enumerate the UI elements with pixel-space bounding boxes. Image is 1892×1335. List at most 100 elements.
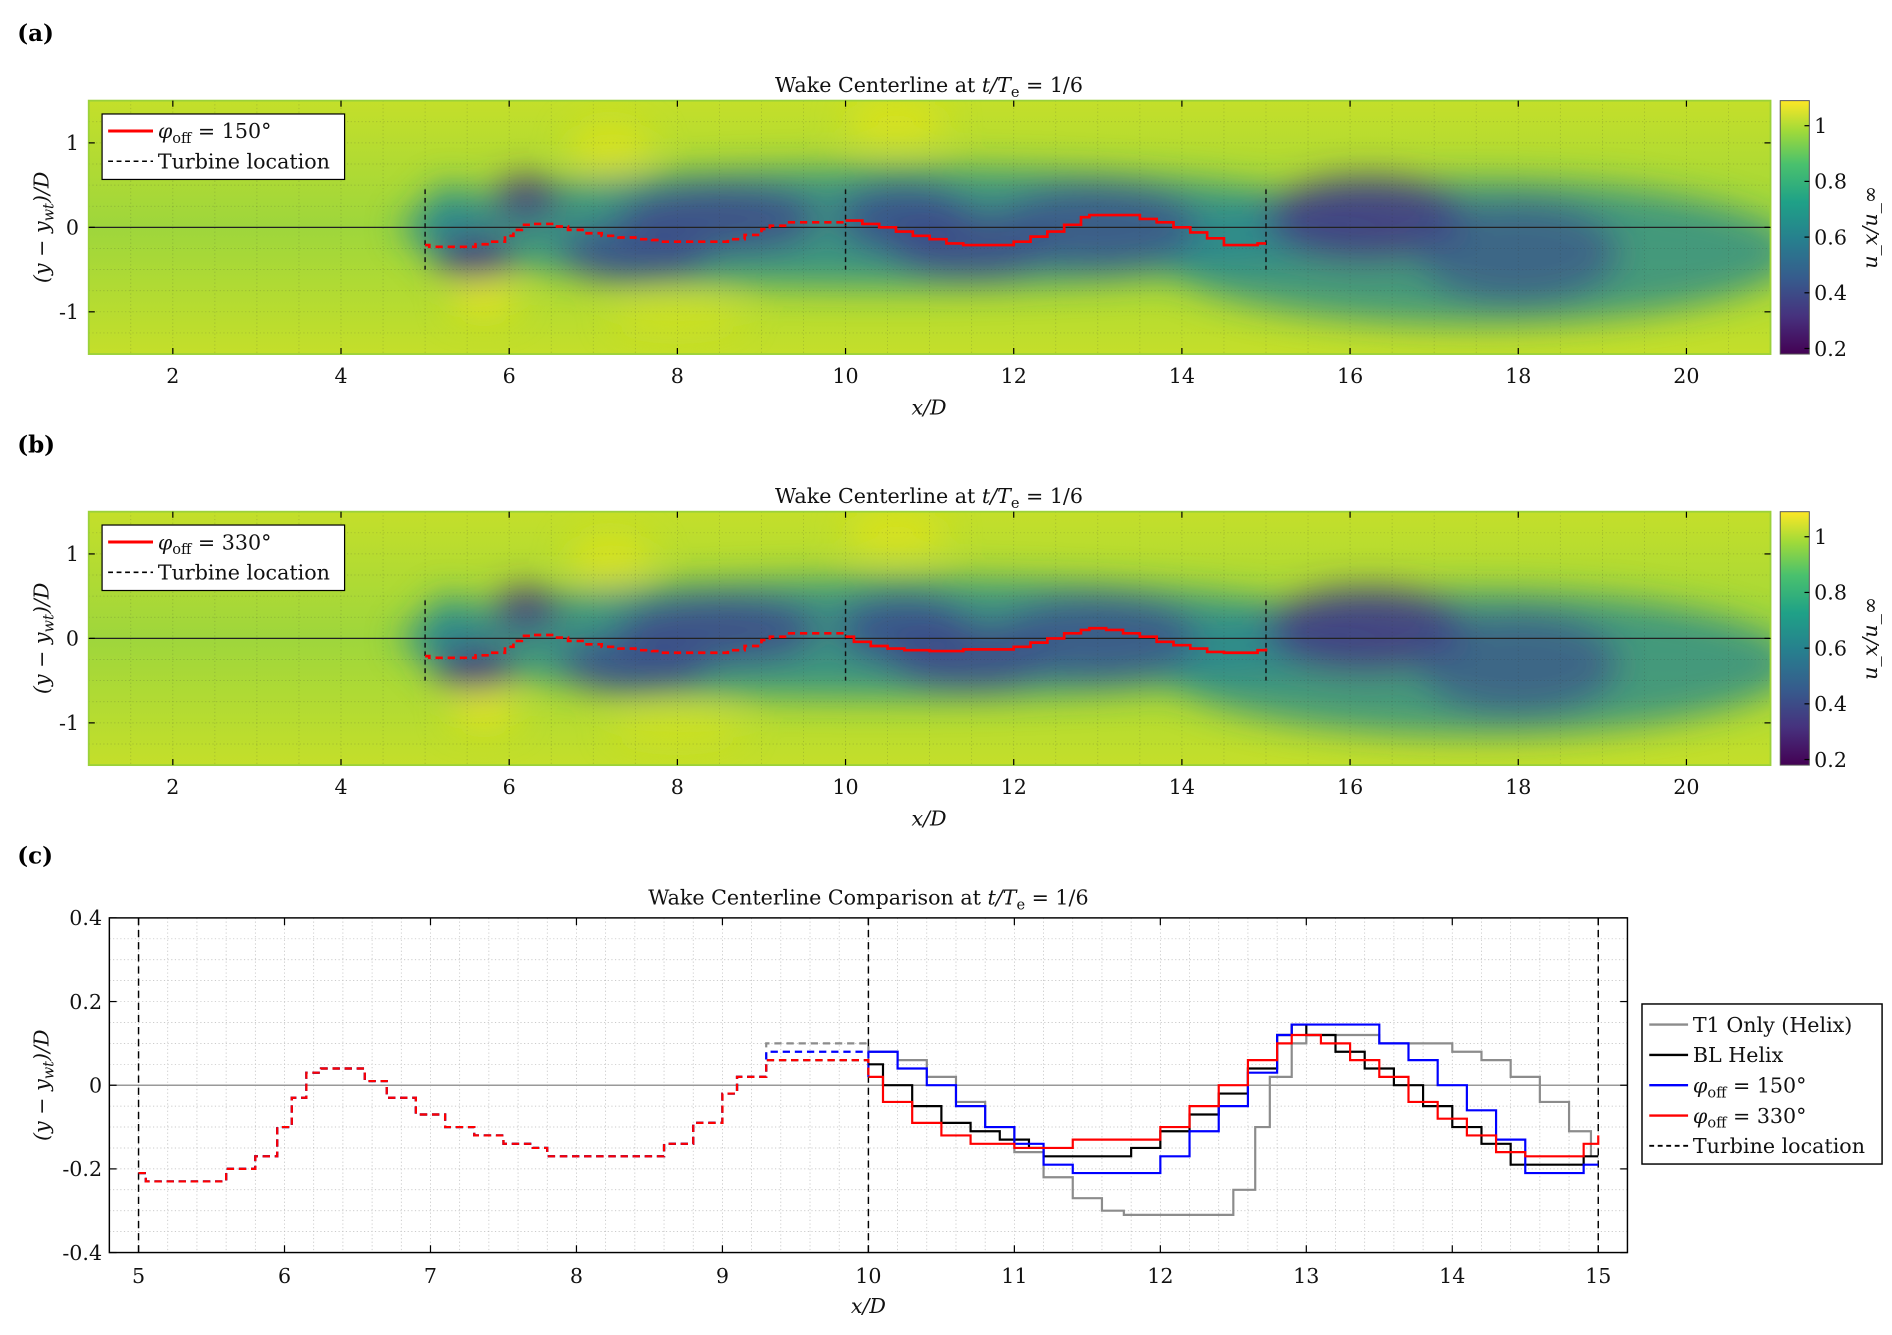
line-chart-c: 5 6 7 8 9 10 11 12 13 14 15 0.4 0.2 0 -0.2 -0.4 x/D (y − … — [30, 906, 1629, 1318]
x-tick-label: 8 — [671, 775, 684, 799]
y-tick-label: 0 — [66, 216, 79, 240]
panel-a: (a) Wake Centerline at t/Te = 1/6 2 4 6 8 10… — [17, 20, 1882, 419]
wake-region — [492, 176, 560, 219]
y-label-sub: wt — [41, 203, 58, 221]
x-tick-label: 10 — [832, 775, 858, 799]
legend-c: T1 Only (Helix) BL Helix φoff = 150° φof… — [1641, 1003, 1883, 1165]
y-label-sub: wt — [41, 1061, 58, 1079]
x-tick-label: 18 — [1505, 364, 1531, 388]
legend-box — [101, 524, 346, 592]
colorbar-label: u_x/u_∞ — [1858, 597, 1882, 680]
wake-region — [610, 299, 745, 333]
wake-region — [568, 121, 653, 173]
y-tick-label: 0.4 — [69, 906, 102, 930]
colorbar — [1779, 511, 1810, 766]
x-tick-label: 10 — [855, 1264, 881, 1288]
x-tick-label: 6 — [503, 364, 516, 388]
legend-turbine-location: Turbine location — [1693, 1134, 1865, 1158]
y-label-tail: )/D — [30, 171, 54, 204]
x-tick-label: 16 — [1337, 775, 1363, 799]
y-tick-label: -0.2 — [62, 1157, 102, 1181]
legend-phi-sym: φ — [158, 530, 173, 554]
panel-label-c: (c) — [17, 842, 53, 869]
x-tick-label: 6 — [278, 1264, 291, 1288]
legend-box — [101, 113, 346, 181]
wake-region — [437, 235, 514, 279]
wake-region — [618, 185, 821, 253]
panel-b: (b) Wake Centerline at t/Te = 1/6 2 4 6 8 10… — [17, 431, 1882, 830]
y-tick-label: -1 — [59, 711, 79, 735]
y-label-main: (y − y — [30, 221, 54, 283]
y-label-tail: )/D — [30, 582, 54, 615]
y-tick-label: -0.4 — [62, 1241, 102, 1265]
wake-region — [450, 693, 518, 728]
legend-t1-only: T1 Only (Helix) — [1693, 1013, 1852, 1037]
legend-phi-sub: off — [172, 541, 193, 558]
panel-c: (c) Wake Centerline Comparison at t/Te =… — [17, 842, 1883, 1318]
x-tick-label: 7 — [424, 1264, 437, 1288]
legend-phi-value: = 150° — [191, 119, 271, 143]
colorbar — [1779, 100, 1810, 355]
x-tick-label: 12 — [1001, 775, 1027, 799]
legend-phi-150: φoff = 150° — [1693, 1073, 1807, 1101]
series-phi_off_330 — [868, 1033, 1600, 1158]
x-tick-label: 2 — [166, 364, 179, 388]
panel-c-title: Wake Centerline Comparison at t/Te = 1/6 — [648, 886, 1088, 914]
legend-turbine-location: Turbine location — [158, 561, 330, 585]
series-upstream-phi_off_150 — [138, 1050, 870, 1183]
series-upstream-bl_helix — [138, 1059, 870, 1183]
colorbar-tick-label: 0.8 — [1814, 170, 1847, 194]
x-tick-label: 8 — [570, 1264, 583, 1288]
colorbar-tick-label: 0.6 — [1814, 636, 1847, 660]
x-tick-label: 2 — [166, 775, 179, 799]
legend-phi-sym: φ — [158, 119, 173, 143]
legend-bl-helix: BL Helix — [1693, 1043, 1784, 1067]
centerline-downstream — [845, 213, 1266, 247]
series-lines — [138, 1023, 1600, 1216]
y-tick-label: 1 — [66, 542, 79, 566]
x-tick-label: 12 — [1147, 1264, 1173, 1288]
x-tick-label: 20 — [1673, 364, 1699, 388]
legend-phi-330: φoff = 330° — [1693, 1104, 1807, 1132]
panel-a-title: Wake Centerline at t/Te = 1/6 — [775, 73, 1083, 101]
x-tick-label: 4 — [334, 775, 347, 799]
series-phi_off_150 — [868, 1023, 1599, 1175]
centerline-upstream — [425, 631, 847, 660]
x-tick-label: 8 — [671, 364, 684, 388]
y-label-main: (y − y — [30, 632, 54, 694]
colorbar-tick-label: 0.2 — [1814, 337, 1847, 361]
wake-region — [568, 532, 653, 584]
y-axis-label: (y − ywt)/D — [30, 171, 58, 283]
centerline-upstream — [425, 220, 847, 249]
colorbar-tick-label: 0.4 — [1814, 281, 1847, 305]
x-tick-label: 15 — [1585, 1264, 1611, 1288]
y-tick-label: 0 — [66, 627, 79, 651]
y-label-tail: )/D — [30, 1029, 54, 1062]
y-label-main: (y − y — [30, 1079, 54, 1141]
x-tick-label: 5 — [132, 1264, 145, 1288]
legend-phi: φoff = 150° — [158, 119, 272, 147]
colorbar-tick-label: 0.4 — [1814, 692, 1847, 716]
wake-region — [845, 511, 947, 554]
legend-phi: φoff = 330° — [158, 530, 272, 558]
y-label-sub: wt — [41, 614, 58, 632]
y-tick-label: 1 — [66, 131, 79, 155]
wake-region — [450, 282, 518, 317]
colorbar-tick-label: 0.8 — [1814, 581, 1847, 605]
x-tick-label: 10 — [832, 364, 858, 388]
wake-region — [437, 646, 514, 690]
y-axis-label: (y − ywt)/D — [30, 582, 58, 694]
y-tick-label: 0.2 — [69, 990, 102, 1014]
y-tick-label: 0 — [89, 1073, 102, 1097]
legend: φoff = 150° Turbine location — [101, 113, 346, 181]
x-tick-label: 16 — [1337, 364, 1363, 388]
x-axis-label: x/D — [851, 1294, 887, 1318]
x-axis-label: x/D — [911, 396, 947, 420]
x-tick-label: 20 — [1673, 775, 1699, 799]
centerline-downstream — [845, 626, 1268, 655]
x-axis-label: x/D — [911, 807, 947, 831]
colorbar-label: u_x/u_∞ — [1858, 186, 1882, 269]
series-upstream-phi_off_330 — [138, 1059, 870, 1183]
